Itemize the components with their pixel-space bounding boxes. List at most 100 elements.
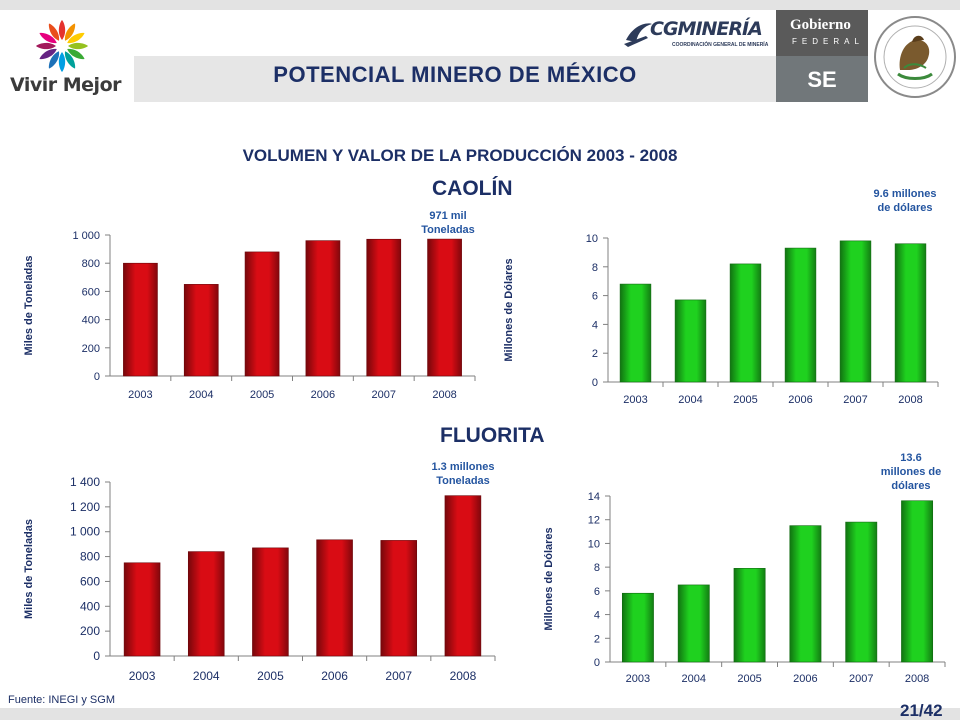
y-tick-label: 10: [586, 233, 598, 245]
x-tick-label: 2003: [129, 669, 156, 683]
annotation-line: 1.3 millones: [431, 461, 495, 473]
y-tick-label: 400: [80, 599, 100, 613]
bar-2005: [733, 568, 766, 663]
x-tick-label: 2005: [733, 394, 757, 406]
y-tick-label: 6: [592, 291, 598, 303]
header-title-bar: [134, 56, 776, 102]
bar-2007: [845, 521, 878, 663]
y-tick-label: 4: [594, 610, 600, 622]
chart-caolin-value: Millones de Dólares 0 2 4 6 8 10 2003 2004 2005 20…: [503, 233, 939, 406]
chart-fluorita-value: Millones de Dólares 0 2 4 6 8 10 12 14 2003 2004 20…: [543, 491, 946, 685]
annotation-fluorita-volume: 1.3 millones Toneladas: [418, 460, 508, 488]
bar-2004: [183, 284, 219, 377]
cgmineria-logo-icon: [624, 23, 652, 47]
y-tick-label: 8: [594, 562, 600, 574]
chart-fluorita-volume: Miles de Toneladas 0 200 400 600 800 1 000 1 20…: [23, 475, 496, 683]
y-tick-label: 1 200: [70, 500, 100, 514]
x-tick-label: 2006: [788, 394, 812, 406]
x-tick-label: 2008: [432, 389, 456, 401]
y-tick-label: 2: [592, 348, 598, 360]
gobierno-text: Gobierno: [790, 17, 851, 33]
bar-2008: [444, 495, 482, 657]
y-tick-label: 0: [594, 657, 600, 669]
mexican-coat-of-arms-seal-icon: [874, 16, 956, 98]
y-tick-label: 800: [80, 550, 100, 564]
top-bar: [0, 0, 960, 10]
bar-2003: [123, 562, 161, 657]
annotation-caolin-volume: 971 mil Toneladas: [410, 209, 486, 237]
se-box: [776, 56, 868, 102]
x-tick-label: 2007: [843, 394, 867, 406]
annotation-fluorita-value: 13.6 millones de dólares: [866, 451, 956, 493]
y-axis-label: Millones de Dólares: [543, 527, 555, 630]
annotation-line: dólares: [891, 480, 931, 492]
y-tick-label: 12: [588, 515, 600, 527]
bar-2007: [366, 238, 402, 377]
cgmineria-logo-text: CGMINERÍA: [650, 18, 763, 40]
y-tick-label: 4: [592, 319, 598, 331]
y-tick-label: 6: [594, 586, 600, 598]
bar-2008: [894, 243, 927, 383]
y-axis-label: Millones de Dólares: [503, 258, 515, 361]
x-tick-label: 2005: [257, 669, 284, 683]
bar-2003: [621, 592, 654, 663]
annotation-line: Toneladas: [421, 224, 475, 236]
x-tick-label: 2003: [128, 389, 152, 401]
bar-2008: [901, 500, 934, 663]
cgmineria-logo-subtext: COORDINACIÓN GENERAL DE MINERÍA: [672, 42, 769, 48]
y-axis-label: Miles de Toneladas: [23, 255, 35, 355]
y-tick-label: 8: [592, 262, 598, 274]
gobierno-federal-box: [776, 10, 868, 56]
x-tick-label: 2004: [193, 669, 220, 683]
bar-2004: [187, 551, 225, 657]
x-tick-label: 2008: [450, 669, 477, 683]
y-tick-label: 600: [80, 574, 100, 588]
bottom-bar: [0, 708, 960, 720]
y-tick-label: 2: [594, 633, 600, 645]
annotation-line: millones de: [880, 466, 942, 478]
page-title: POTENCIAL MINERO DE MÉXICO: [273, 62, 637, 87]
source-note: Fuente: INEGI y SGM: [8, 694, 115, 706]
y-tick-label: 14: [588, 491, 600, 503]
bar-2006: [305, 240, 341, 377]
bar-2005: [244, 251, 280, 377]
y-tick-label: 10: [588, 538, 600, 550]
y-tick-label: 0: [592, 377, 598, 389]
x-tick-label: 2006: [793, 673, 817, 685]
x-tick-label: 2004: [678, 394, 702, 406]
x-tick-label: 2007: [372, 389, 396, 401]
x-tick-label: 2005: [737, 673, 761, 685]
bar-2008: [427, 238, 462, 377]
annotation-line: 971 mil: [429, 210, 467, 222]
y-tick-label: 200: [82, 343, 100, 355]
y-tick-label: 600: [82, 286, 100, 298]
y-tick-label: 1 400: [70, 475, 100, 489]
bar-2006: [789, 525, 822, 663]
bar-2003: [619, 283, 652, 383]
bar-2007: [380, 540, 418, 657]
bar-2006: [316, 539, 353, 657]
y-tick-label: 400: [82, 315, 100, 327]
y-tick-label: 1 000: [72, 230, 100, 242]
header-top: [134, 10, 776, 56]
vivir-mejor-text: Vivir Mejor: [10, 74, 122, 96]
bar-2006: [784, 247, 817, 383]
production-subtitle: VOLUMEN Y VALOR DE LA PRODUCCIÓN 2003 - …: [242, 146, 678, 165]
page-number: 21/42: [900, 701, 943, 720]
x-tick-label: 2004: [682, 673, 706, 685]
vivir-mejor-logo: [36, 20, 88, 72]
x-tick-label: 2006: [311, 389, 335, 401]
bar-2005: [252, 547, 289, 657]
x-tick-label: 2006: [321, 669, 348, 683]
y-tick-label: 200: [80, 624, 100, 638]
y-tick-label: 800: [82, 258, 100, 270]
annotation-line: Toneladas: [436, 475, 490, 487]
section-caolin: CAOLÍN: [432, 177, 513, 200]
x-tick-label: 2008: [905, 673, 929, 685]
y-tick-label: 1 000: [70, 525, 100, 539]
bar-2007: [839, 240, 872, 383]
x-tick-label: 2007: [385, 669, 412, 683]
federal-text: FEDERAL: [792, 37, 864, 46]
bar-2004: [677, 584, 710, 663]
bar-2004: [674, 299, 707, 383]
